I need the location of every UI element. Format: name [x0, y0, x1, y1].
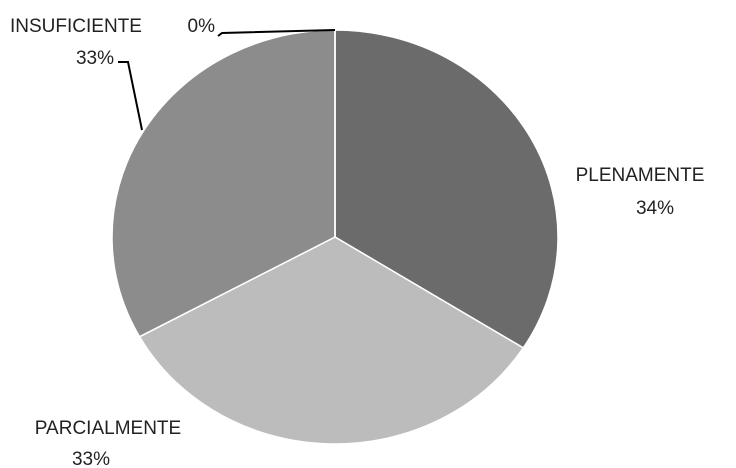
pie-slice — [334, 29, 559, 349]
leader-line — [217, 29, 336, 37]
value-label: 33% — [72, 449, 110, 468]
pie-slice — [138, 236, 525, 445]
value-label: 0% — [188, 16, 216, 37]
category-label: INSUFICIENTE — [10, 16, 142, 37]
category-label: PLENAMENTE — [576, 165, 705, 186]
value-label: 33% — [76, 48, 114, 69]
value-label: 34% — [636, 198, 674, 219]
category-label: PARCIALMENTE — [35, 418, 181, 439]
pie-slice — [111, 29, 336, 338]
leader-line — [118, 61, 143, 131]
